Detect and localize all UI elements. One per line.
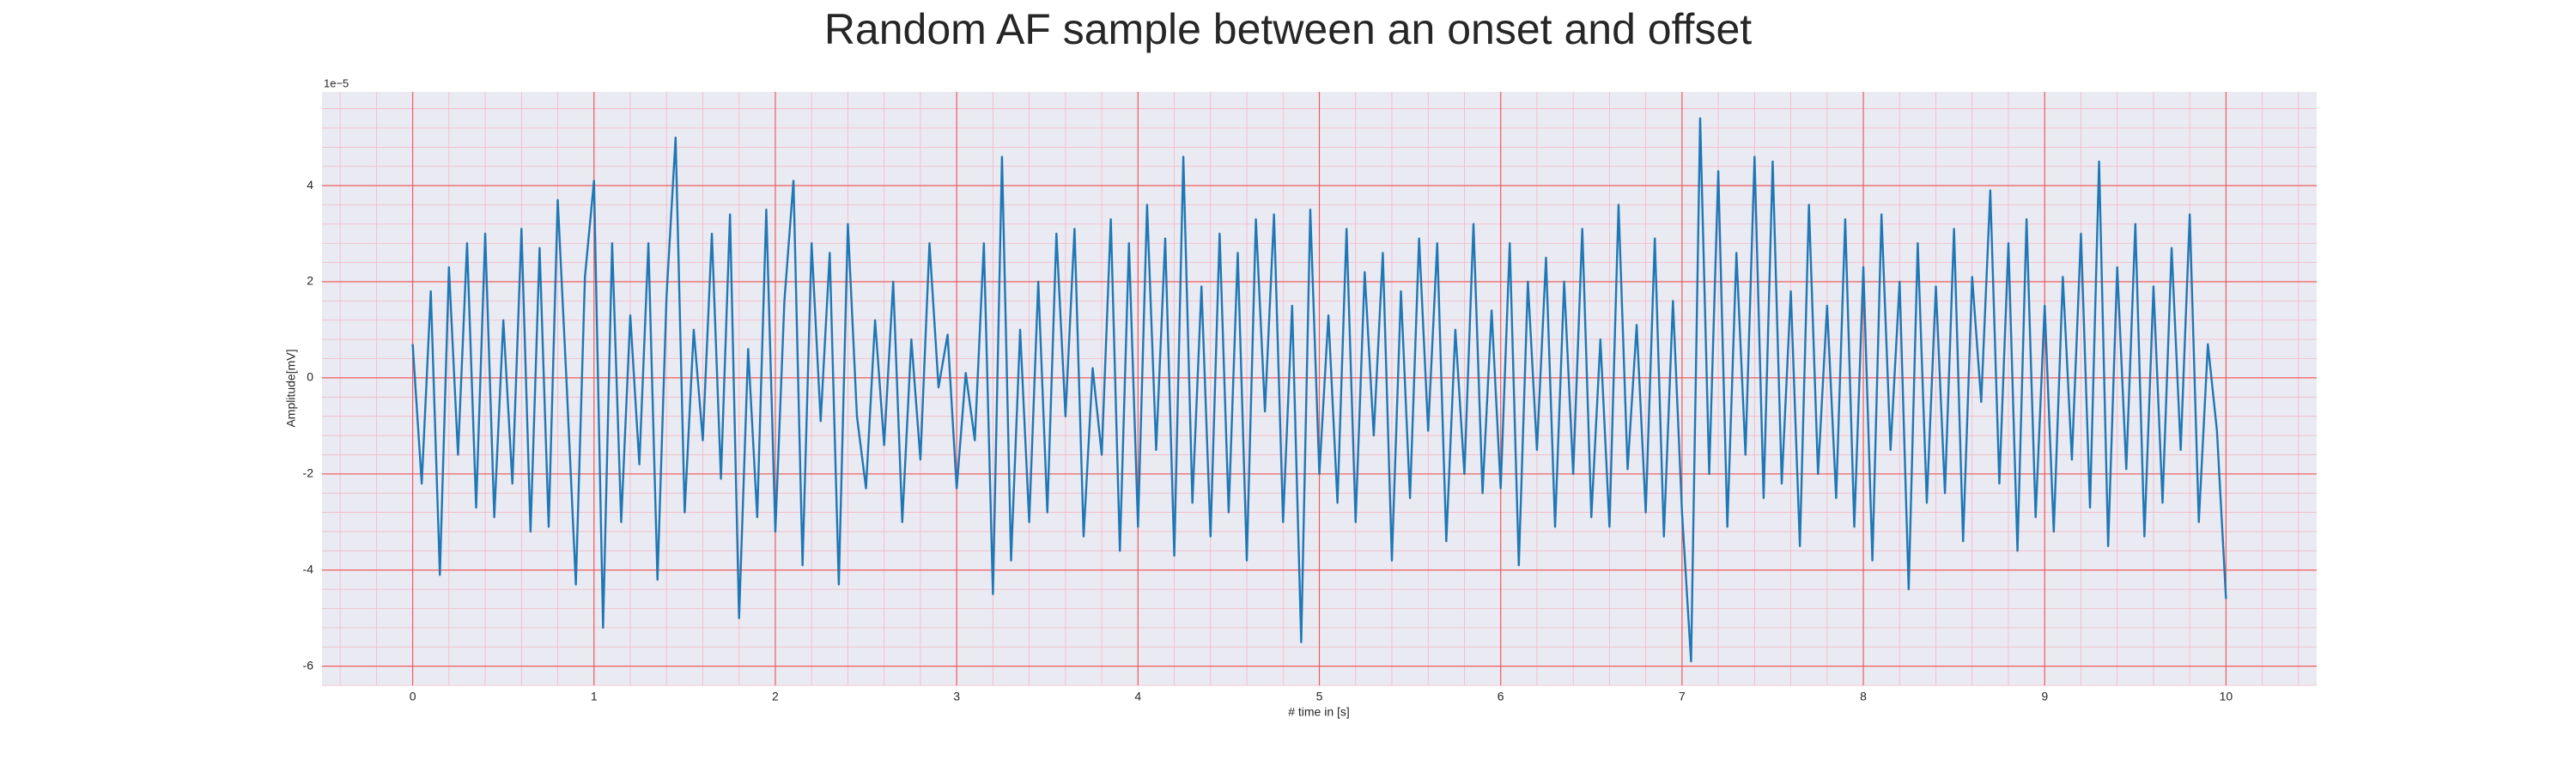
chart-title: Random AF sample between an onset and of… [824, 5, 1752, 53]
x-tick-label: 4 [1134, 690, 1141, 703]
x-tick-label: 10 [2220, 690, 2233, 703]
y-tick-label: -2 [303, 466, 314, 480]
y-tick-label: -4 [303, 562, 314, 575]
x-tick-label: 2 [772, 690, 779, 703]
x-axis-label: # time in [s] [1288, 705, 1350, 719]
x-tick-label: 1 [591, 690, 598, 703]
y-tick-label: 2 [307, 274, 313, 288]
x-tick-label: 7 [1679, 690, 1686, 703]
x-tick-label: 6 [1498, 690, 1504, 703]
y-tick-label: -6 [303, 658, 314, 672]
signal-line [411, 117, 2227, 663]
x-tick-label: 0 [410, 690, 416, 703]
y-axis-label: Amplitude[mV] [284, 349, 298, 427]
y-offset-label: 1e−5 [324, 76, 349, 89]
x-tick-label: 5 [1316, 690, 1323, 703]
y-tick-label: 4 [307, 178, 313, 192]
x-tick-label: 3 [953, 690, 960, 703]
x-tick-label: 9 [2041, 690, 2048, 703]
y-tick-label: 0 [307, 370, 313, 384]
x-tick-label: 8 [1860, 690, 1867, 703]
